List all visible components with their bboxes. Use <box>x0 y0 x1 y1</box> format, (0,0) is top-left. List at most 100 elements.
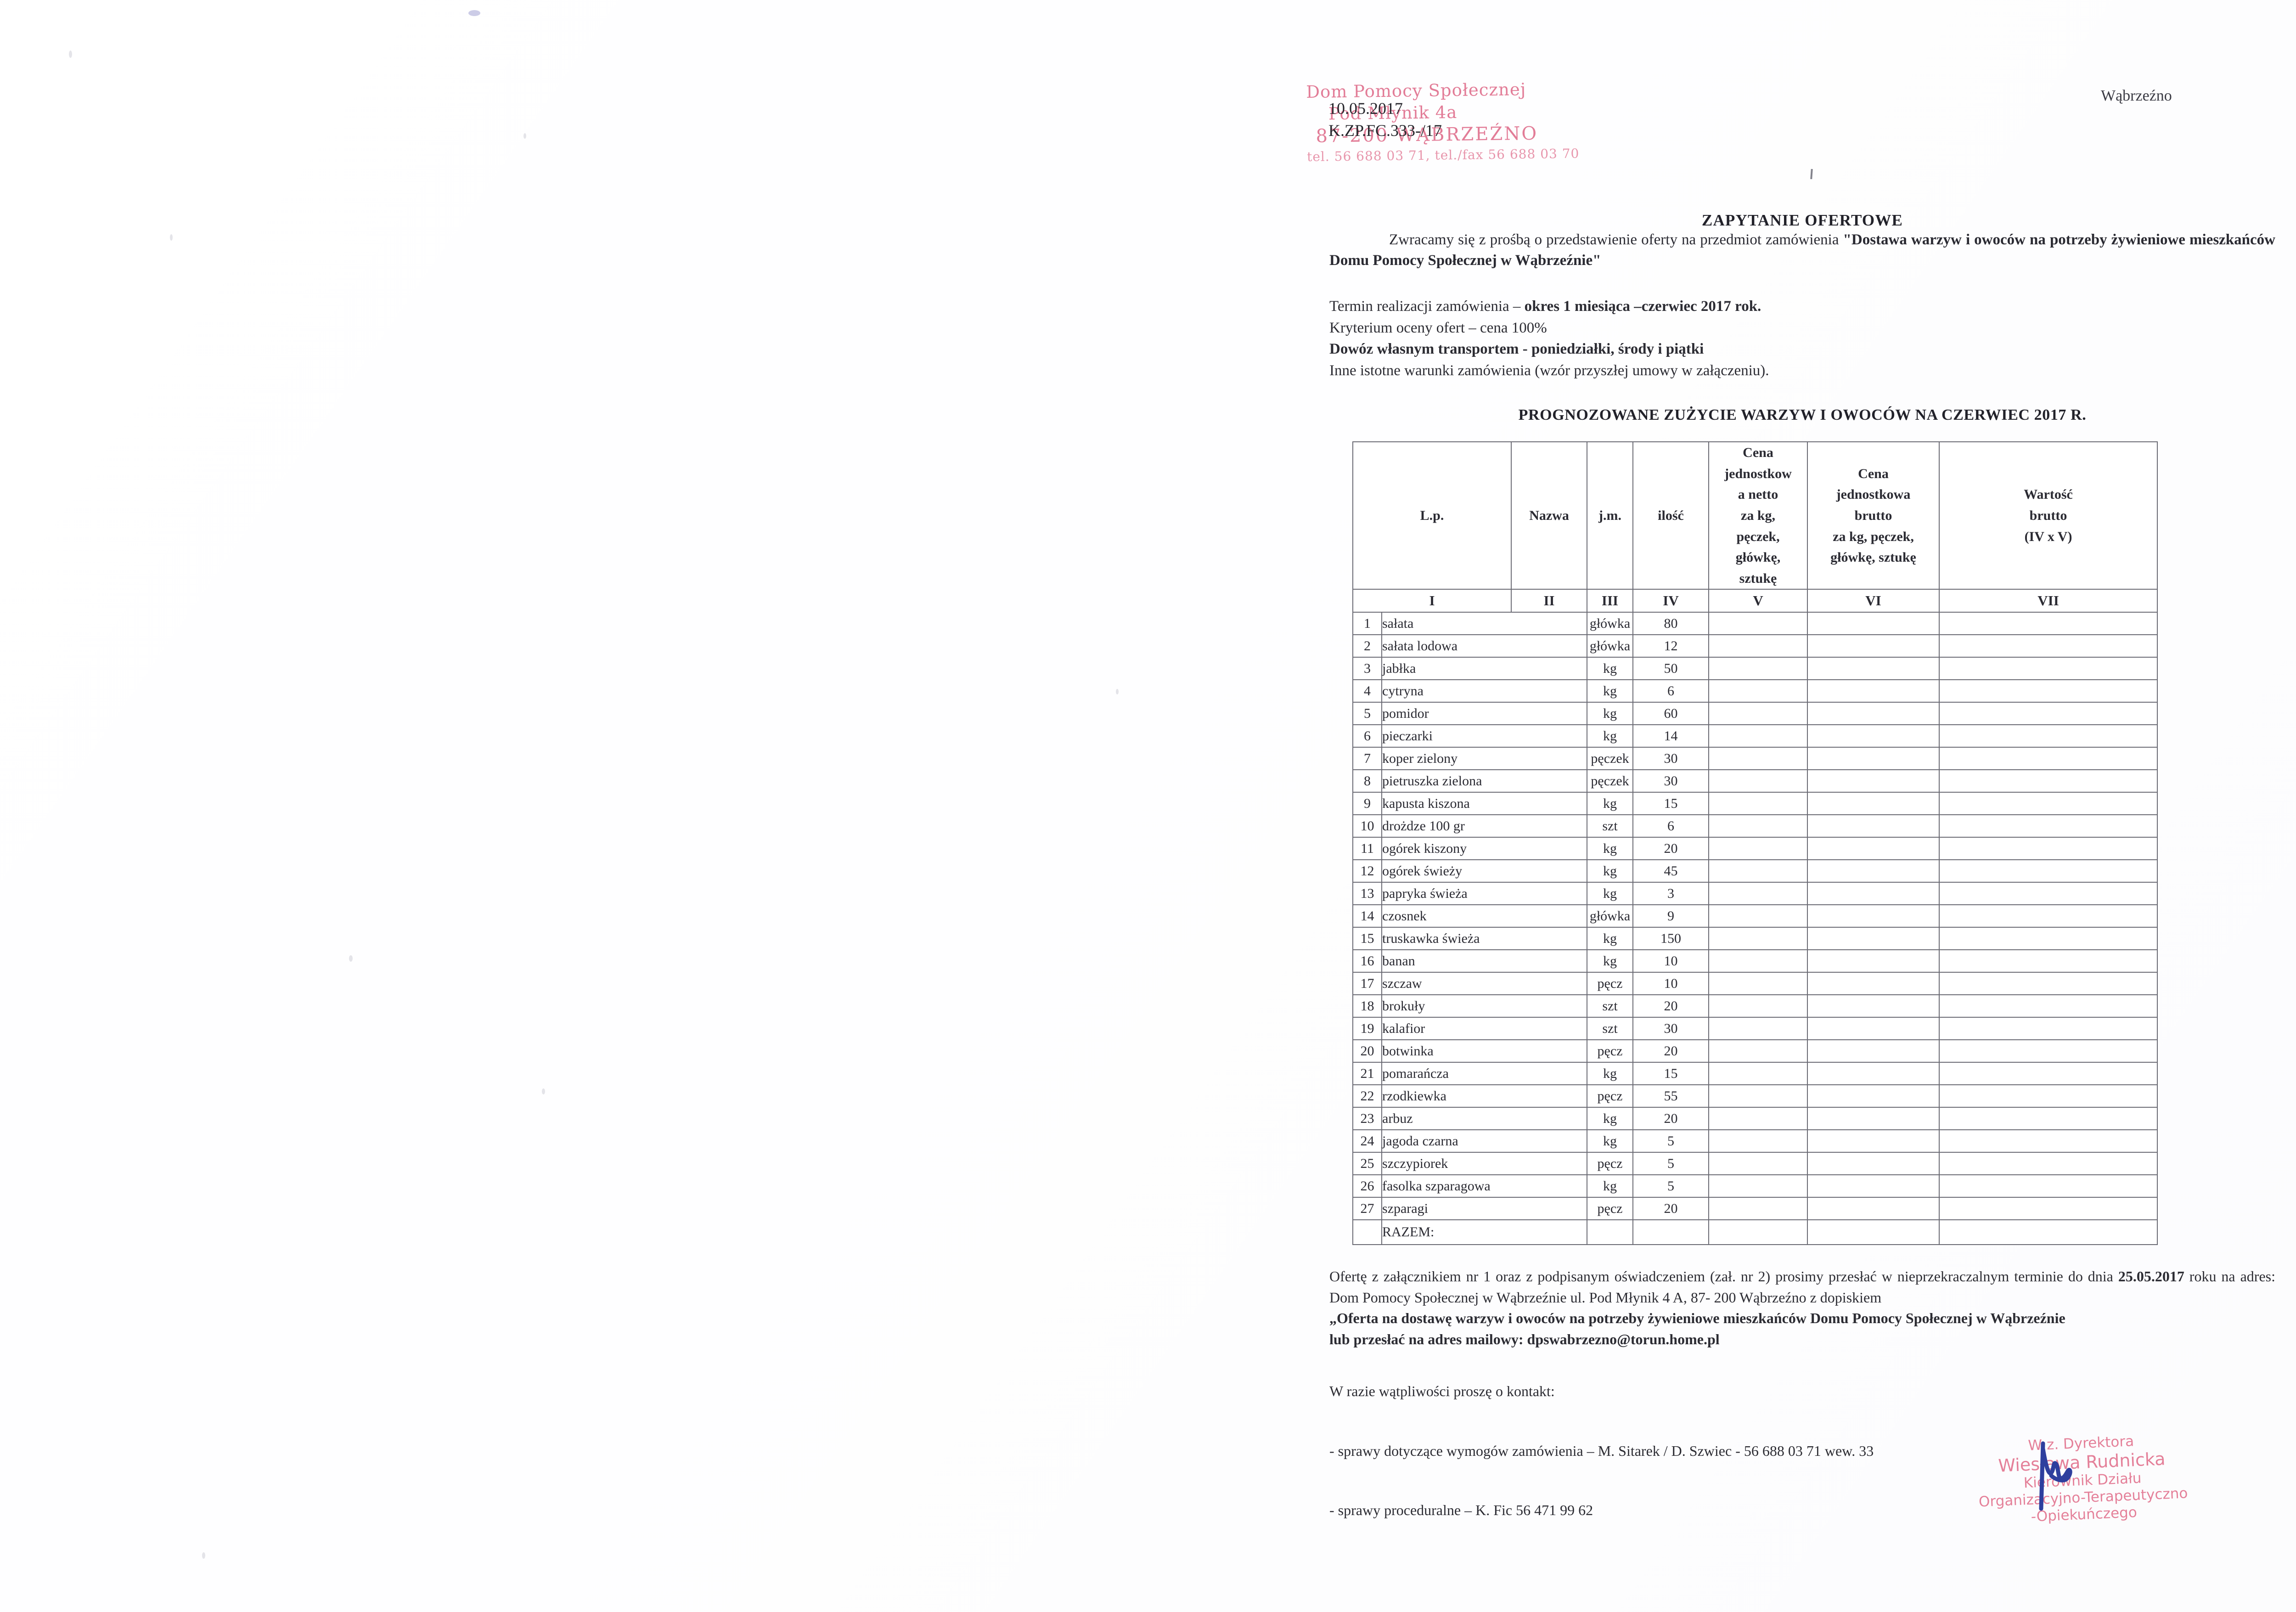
row-wartosc-empty <box>1939 1174 2158 1198</box>
intro-bold-subject: "Dostawa warzyw i owoców na potrzeby żyw… <box>1329 231 2275 269</box>
row-nazwa: rzodkiewka <box>1381 1084 1588 1108</box>
roman-i: I <box>1352 589 1512 613</box>
row-ilosc: 150 <box>1632 927 1710 951</box>
roman-vi: VI <box>1807 589 1940 613</box>
row-nazwa: czosnek <box>1381 904 1588 928</box>
row-cena-brutto-empty <box>1807 927 1940 951</box>
row-lp: 19 <box>1352 1017 1382 1041</box>
row-ilosc: 6 <box>1632 814 1710 838</box>
terms-block: Termin realizacji zamówienia – okres 1 m… <box>1329 296 2275 382</box>
row-cena-netto-empty <box>1708 1107 1808 1131</box>
row-cena-brutto-empty <box>1807 1062 1940 1086</box>
scan-speck <box>542 1088 545 1094</box>
row-wartosc-empty <box>1939 769 2158 793</box>
row-wartosc-empty <box>1939 1152 2158 1176</box>
total-cena-netto <box>1708 1219 1808 1246</box>
term-criterion-line: Kryterium oceny ofert – cena 100% <box>1329 319 1547 336</box>
row-jm: pęczek <box>1587 747 1634 771</box>
row-cena-netto-empty <box>1708 634 1808 658</box>
row-nazwa: cytryna <box>1381 679 1588 703</box>
row-jm: kg <box>1587 949 1634 973</box>
row-lp: 26 <box>1352 1174 1382 1198</box>
row-jm: kg <box>1587 792 1634 816</box>
row-cena-netto-empty <box>1708 1062 1808 1086</box>
submission-email-line: lub przesłać na adres mailowy: dpswabrze… <box>1329 1330 1720 1347</box>
row-nazwa: ogórek kiszony <box>1381 837 1588 861</box>
row-ilosc: 45 <box>1632 859 1710 883</box>
row-nazwa: szczypiorek <box>1381 1152 1588 1176</box>
row-wartosc-empty <box>1939 724 2158 748</box>
row-jm: kg <box>1587 1174 1634 1198</box>
row-lp: 6 <box>1352 724 1382 748</box>
row-ilosc: 9 <box>1632 904 1710 928</box>
table-row: 24 jagoda czarna kg 5 <box>1352 1129 2158 1153</box>
total-cena-brutto <box>1807 1219 1940 1246</box>
row-nazwa: fasolka szparagowa <box>1381 1174 1588 1198</box>
row-jm: pęcz <box>1587 1084 1634 1108</box>
table-row: 7 koper zielony pęczek 30 <box>1352 747 2158 771</box>
header-lp: L.p. <box>1352 441 1512 590</box>
row-ilosc: 15 <box>1632 792 1710 816</box>
row-wartosc-empty <box>1939 657 2158 681</box>
row-nazwa: drożdze 100 gr <box>1381 814 1588 838</box>
row-cena-brutto-empty <box>1807 1107 1940 1131</box>
term-deadline-value: okres 1 miesiąca –czerwiec 2017 rok. <box>1524 298 1761 315</box>
row-lp: 11 <box>1352 837 1382 861</box>
row-nazwa: sałata <box>1381 612 1588 636</box>
page-title: ZAPYTANIE OFERTOWE <box>1701 211 1903 229</box>
contact-item-requirements: - sprawy dotyczące wymogów zamówienia – … <box>1329 1442 1874 1459</box>
row-nazwa: kapusta kiszona <box>1381 792 1588 816</box>
row-nazwa: pomidor <box>1381 702 1588 726</box>
row-cena-netto-empty <box>1708 859 1808 883</box>
table-row: 12 ogórek świeży kg 45 <box>1352 859 2158 883</box>
scan-speck <box>69 51 72 58</box>
row-jm: kg <box>1587 679 1634 703</box>
row-ilosc: 10 <box>1632 949 1710 973</box>
row-lp: 13 <box>1352 882 1382 906</box>
table-roman-row: I II III IV V VI VII <box>1352 589 2158 613</box>
spacer <box>1329 1350 2275 1381</box>
row-cena-netto-empty <box>1708 994 1808 1018</box>
row-ilosc: 20 <box>1632 1107 1710 1131</box>
header-wartosc-brutto: Wartość brutto (IV x V) <box>1939 441 2158 590</box>
term-deadline-label: Termin realizacji zamówienia – <box>1329 298 1525 315</box>
row-jm: kg <box>1587 1062 1634 1086</box>
row-cena-brutto-empty <box>1807 994 1940 1018</box>
row-nazwa: papryka świeża <box>1381 882 1588 906</box>
row-cena-brutto-empty <box>1807 972 1940 996</box>
table-row: 17 szczaw pęcz 10 <box>1352 972 2158 996</box>
document-body: ZAPYTANIE OFERTOWE Zwracamy się z prośbą… <box>1329 0 2275 1521</box>
header-cena-brutto: Cena jednostkowa brutto za kg, pęczek, g… <box>1807 441 1940 590</box>
row-lp: 14 <box>1352 904 1382 928</box>
row-cena-brutto-empty <box>1807 1152 1940 1176</box>
row-nazwa: koper zielony <box>1381 747 1588 771</box>
table-total-row: RAZEM: <box>1352 1219 2158 1246</box>
row-lp: 5 <box>1352 702 1382 726</box>
row-lp: 3 <box>1352 657 1382 681</box>
row-cena-netto-empty <box>1708 612 1808 636</box>
row-nazwa: pietruszka zielona <box>1381 769 1588 793</box>
roman-iii: III <box>1587 589 1634 613</box>
table-header-row: L.p. Nazwa j.m. ilość Cena jednostkow a … <box>1352 441 2158 590</box>
row-cena-netto-empty <box>1708 1197 1808 1221</box>
row-cena-netto-empty <box>1708 1039 1808 1063</box>
total-jm <box>1587 1219 1634 1246</box>
row-ilosc: 5 <box>1632 1174 1710 1198</box>
row-jm: pęcz <box>1587 1197 1634 1221</box>
row-lp: 15 <box>1352 927 1382 951</box>
row-nazwa: truskawka świeża <box>1381 927 1588 951</box>
roman-iv: IV <box>1632 589 1710 613</box>
row-ilosc: 60 <box>1632 702 1710 726</box>
table-row: 23 arbuz kg 20 <box>1352 1107 2158 1131</box>
row-lp: 27 <box>1352 1197 1382 1221</box>
table-row: 16 banan kg 10 <box>1352 949 2158 973</box>
row-lp: 24 <box>1352 1129 1382 1153</box>
row-jm: pęcz <box>1587 1039 1634 1063</box>
row-wartosc-empty <box>1939 904 2158 928</box>
scan-speck <box>1116 689 1119 694</box>
table-body: 1 sałata główka 80 2 sałata lodowa główka 12 3 ja… <box>1352 612 2158 1221</box>
table-row: 14 czosnek główka 9 <box>1352 904 2158 928</box>
row-wartosc-empty <box>1939 1062 2158 1086</box>
reference-block: 10.05.2017 K.ZP.FC.333-/17 <box>1328 97 1442 141</box>
row-cena-brutto-empty <box>1807 904 1940 928</box>
